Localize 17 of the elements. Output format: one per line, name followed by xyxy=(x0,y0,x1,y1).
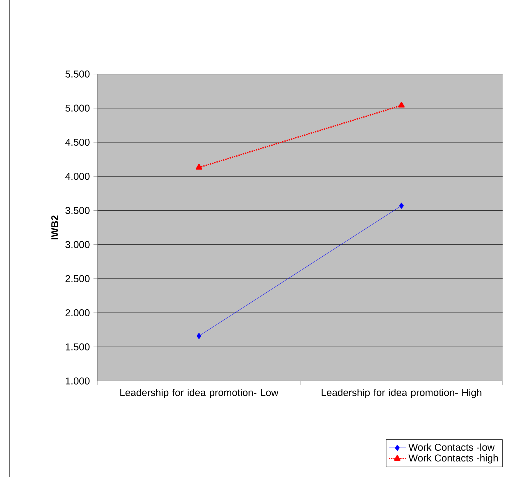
y-tick-label: 4.000 xyxy=(66,173,90,180)
y-tick-label: 4.500 xyxy=(66,139,90,146)
legend-label: Work Contacts -high xyxy=(408,454,498,464)
y-tick-label: 5.000 xyxy=(66,105,90,112)
y-tick-label: 3.500 xyxy=(66,207,90,214)
y-tick-label: 1.500 xyxy=(66,344,90,351)
point xyxy=(399,202,404,210)
x-tick-label: Leadership for idea promotion- Low xyxy=(120,389,279,399)
y-tick-label: 2.500 xyxy=(66,276,90,283)
point xyxy=(196,333,202,340)
y-tick-label: 5.500 xyxy=(66,71,90,78)
y-tick-label: 3.000 xyxy=(66,242,90,249)
y-tick-label: 2.000 xyxy=(66,310,90,317)
x-tick-label: Leadership for idea promotion- High xyxy=(322,389,482,399)
legend-label: Work Contacts -low xyxy=(408,444,495,452)
y-tick-label: 1.000 xyxy=(66,378,90,386)
y-axis-title: IWB2 xyxy=(52,216,58,240)
